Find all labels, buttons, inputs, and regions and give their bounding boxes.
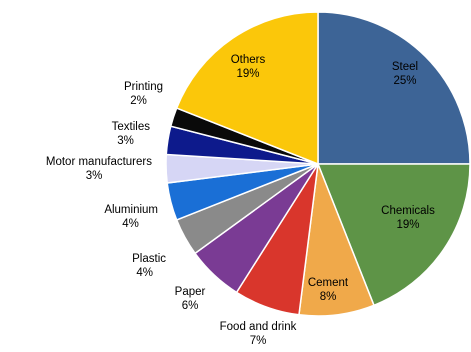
slice-value-cement: 8% — [320, 291, 337, 303]
slice-value-textiles: 3% — [117, 135, 134, 147]
slice-label-printing: Printing — [124, 81, 163, 93]
slice-value-others: 19% — [236, 68, 259, 80]
slice-value-plastic: 4% — [136, 267, 153, 279]
pie-slice-steel — [317, 11, 471, 165]
pie-slice-others — [175, 11, 319, 166]
pie-slice-chemicals — [316, 163, 471, 307]
slice-label-aluminium: Aluminium — [104, 204, 158, 216]
slice-value-steel: 25% — [393, 75, 416, 87]
slice-label-chemicals: Chemicals — [381, 205, 435, 217]
slice-value-aluminium: 4% — [122, 218, 139, 230]
slice-value-food-and-drink: 7% — [250, 335, 267, 347]
slice-label-textiles: Textiles — [112, 121, 151, 133]
slice-label-food-and-drink: Food and drink — [220, 321, 297, 333]
slice-label-paper: Paper — [175, 286, 206, 298]
slice-value-motor-manufacturers: 3% — [86, 170, 103, 182]
slice-label-cement: Cement — [308, 277, 349, 289]
pie-labels: Steel 25% Chemicals 19% Cement 8% Food and dri… — [46, 54, 435, 347]
slice-label-plastic: Plastic — [132, 253, 166, 265]
pie-slices — [165, 11, 471, 317]
slice-value-chemicals: 19% — [396, 219, 419, 231]
slice-label-steel: Steel — [392, 61, 418, 73]
slice-label-motor-manufacturers: Motor manufacturers — [46, 156, 152, 168]
slice-value-paper: 6% — [182, 300, 199, 312]
slice-value-printing: 2% — [130, 95, 147, 107]
slice-label-others: Others — [231, 54, 266, 66]
